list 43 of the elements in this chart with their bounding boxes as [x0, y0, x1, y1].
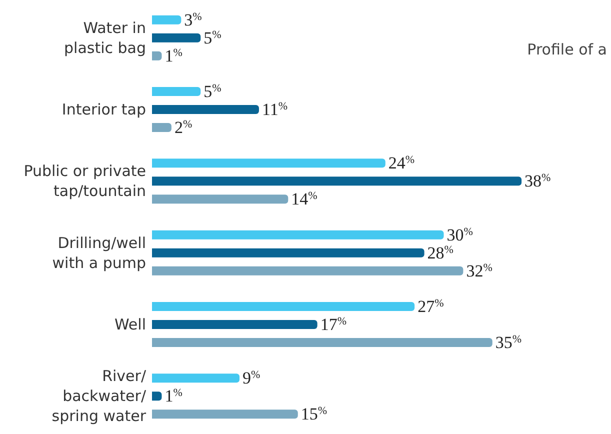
bar — [152, 320, 318, 329]
y-tick-label: Well — [114, 316, 146, 334]
bar — [152, 87, 201, 96]
y-tick-label: Drilling/well with a pump — [52, 234, 146, 272]
data-label: 5% — [204, 28, 222, 48]
data-label: 14% — [291, 190, 318, 209]
bar — [152, 392, 162, 401]
data-label: 17% — [320, 315, 346, 334]
bar — [152, 410, 298, 419]
bar — [152, 123, 172, 132]
data-label: 1% — [164, 386, 182, 406]
data-label: 2% — [174, 118, 192, 137]
bar — [152, 158, 386, 168]
data-label: 5% — [204, 82, 222, 101]
bar — [152, 194, 288, 204]
bar — [152, 230, 444, 240]
bar — [152, 374, 240, 383]
bar — [152, 51, 162, 60]
text: Profile of a — [527, 40, 607, 58]
bar — [152, 33, 201, 42]
y-tick-label: River/ backwater/ spring water — [52, 367, 147, 426]
bar — [152, 105, 259, 114]
data-label: 24% — [388, 154, 415, 173]
y-tick-label: Public or private tap/tountain — [24, 162, 146, 200]
bar — [152, 266, 464, 276]
y-tick-label: Interior tap — [62, 100, 146, 118]
data-label: 3% — [184, 10, 202, 30]
data-label: 38% — [524, 172, 551, 191]
data-label: 30% — [446, 225, 473, 244]
data-label: 28% — [427, 243, 454, 262]
bar — [152, 302, 415, 311]
data-label: 11% — [262, 100, 288, 119]
y-tick-label: Water in plastic bag — [64, 18, 146, 57]
data-label: 15% — [300, 404, 328, 424]
bar — [152, 338, 492, 347]
bar — [152, 15, 182, 24]
data-label: 27% — [418, 297, 444, 316]
data-label: 9% — [242, 368, 260, 388]
data-label: 1% — [164, 46, 182, 66]
data-label: 32% — [466, 261, 492, 280]
bar — [152, 248, 424, 258]
bar — [152, 176, 522, 186]
data-label: 35% — [495, 333, 522, 352]
